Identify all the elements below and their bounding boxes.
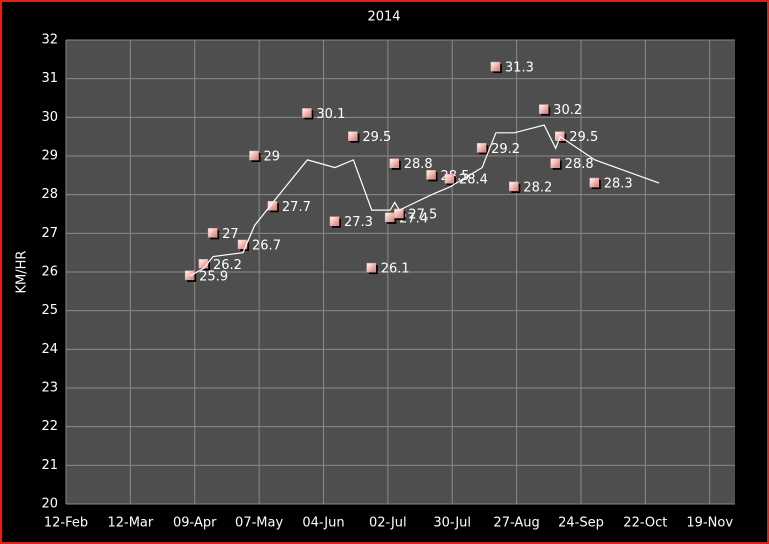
x-tick-label: 12-Feb [44,516,88,531]
data-label: 27.4 [399,211,428,226]
marker [184,270,195,281]
y-tick-label: 22 [41,419,58,434]
data-label: 30.2 [553,103,582,118]
marker [267,201,278,211]
data-label: 28.8 [404,157,433,172]
data-label: 29 [264,150,281,165]
marker [329,216,340,226]
data-label: 27.3 [344,215,373,230]
y-tick-label: 32 [41,33,58,48]
x-tick-label: 04-Jun [302,516,344,531]
marker [366,262,377,273]
x-tick-label: 30-Jul [433,516,471,531]
data-label: 28.4 [459,173,488,188]
marker [389,158,400,168]
data-label: 26.2 [213,258,242,273]
y-tick-label: 31 [41,71,58,86]
x-tick-label: 27-Aug [493,516,539,531]
y-tick-label: 27 [41,226,58,241]
x-tick-label: 09-Apr [173,516,217,531]
data-label: 27 [222,227,239,242]
marker [550,158,560,168]
data-label: 30.1 [316,107,345,122]
trend-line [189,124,660,277]
data-label: 28.8 [565,157,594,172]
data-label: 31.3 [505,61,534,76]
y-tick-label: 26 [41,265,58,280]
data-label: 27.7 [282,200,311,215]
x-tick-label: 07-May [235,516,283,531]
marker [444,173,455,184]
y-tick-label: 21 [41,458,58,473]
x-tick-label: 12-Mar [107,516,153,531]
marker [490,61,501,72]
y-tick-label: 30 [41,110,58,125]
marker [426,170,436,180]
y-tick-label: 29 [41,149,58,164]
y-tick-label: 20 [41,497,58,512]
marker [207,228,218,238]
data-label: 26.7 [252,238,281,253]
x-tick-label: 19-Nov [686,516,733,531]
marker [509,181,519,192]
marker [348,131,358,141]
marker [538,104,549,114]
marker [555,131,565,141]
chart-title: 2014 [367,10,400,25]
data-label: 29.2 [491,142,520,157]
data-label: 27.5 [408,208,437,223]
y-tick-label: 23 [41,381,58,396]
data-label: 25.9 [199,269,228,284]
x-tick-label: 22-Oct [623,516,667,531]
x-tick-label: 24-Sep [558,516,604,531]
data-label: 26.1 [381,262,410,277]
data-label: 29.5 [569,130,598,145]
data-label: 28.2 [523,180,552,195]
y-tick-label: 28 [41,187,58,202]
marker [589,177,600,188]
y-tick-label: 25 [41,303,58,318]
y-tick-label: 24 [41,342,58,357]
data-label: 28.3 [604,177,633,192]
data-label: 29.5 [362,130,391,145]
y-axis-label: KM/HR [15,251,30,294]
marker [476,143,487,153]
marker [384,212,395,223]
marker [302,108,312,118]
marker [198,259,209,269]
x-tick-label: 02-Jul [369,516,407,531]
marker [249,150,259,161]
